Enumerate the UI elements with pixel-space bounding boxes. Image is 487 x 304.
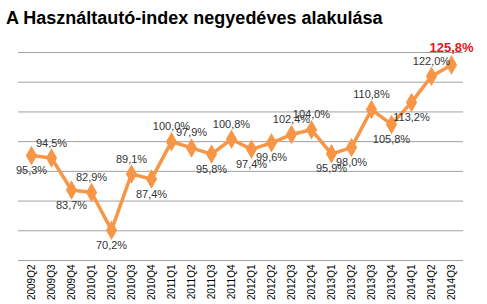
svg-text:2009Q2: 2009Q2 xyxy=(26,264,37,300)
svg-text:99,6%: 99,6% xyxy=(256,151,287,163)
svg-text:110,8%: 110,8% xyxy=(353,88,390,100)
svg-text:83,7%: 83,7% xyxy=(56,199,87,211)
svg-text:2010Q3: 2010Q3 xyxy=(126,264,137,300)
svg-text:95,8%: 95,8% xyxy=(196,163,227,175)
html-text:A Használtautó-index negyedéve: A Használtautó-index negyedéves alakulás… xyxy=(6,8,383,28)
svg-text:97,4%: 97,4% xyxy=(235,157,268,170)
svg-text:102,4%: 102,4% xyxy=(272,113,311,125)
svg-text:2012Q3: 2012Q3 xyxy=(286,264,297,300)
svg-text:2013Q3: 2013Q3 xyxy=(366,264,377,300)
svg-text:2009Q4: 2009Q4 xyxy=(66,264,77,300)
svg-text:2011Q3: 2011Q3 xyxy=(206,264,217,299)
svg-text:2010Q2: 2010Q2 xyxy=(106,264,117,300)
svg-text:2013Q4: 2013Q4 xyxy=(386,264,397,300)
svg-text:2009Q3: 2009Q3 xyxy=(46,264,57,300)
svg-text:82,9%: 82,9% xyxy=(76,171,107,183)
svg-text:2014Q3: 2014Q3 xyxy=(446,264,457,300)
svg-text:104,0%: 104,0% xyxy=(293,108,331,120)
svg-text:2011Q4: 2011Q4 xyxy=(226,264,237,299)
svg-text:122,0%: 122,0% xyxy=(413,55,451,67)
svg-text:113,2%: 113,2% xyxy=(393,111,430,123)
svg-text:94,5%: 94,5% xyxy=(36,137,67,149)
svg-text:95,9%: 95,9% xyxy=(315,162,348,175)
svg-text:97,9%: 97,9% xyxy=(176,126,207,138)
svg-text:125,8%: 125,8% xyxy=(429,40,474,55)
svg-text:105,8%: 105,8% xyxy=(373,133,411,145)
svg-text:2010Q1: 2010Q1 xyxy=(86,264,97,300)
svg-text:98,0%: 98,0% xyxy=(336,156,367,168)
svg-text:100,8%: 100,8% xyxy=(213,118,251,130)
svg-text:2011Q2: 2011Q2 xyxy=(186,264,197,299)
svg-text:95,3%: 95,3% xyxy=(16,164,47,176)
svg-text:2012Q1: 2012Q1 xyxy=(246,264,257,300)
svg-text:100,0%: 100,0% xyxy=(152,120,191,133)
svg-text:87,4%: 87,4% xyxy=(136,188,167,200)
svg-text:2013Q1: 2013Q1 xyxy=(326,264,337,300)
svg-text:2014Q1: 2014Q1 xyxy=(406,264,417,300)
svg-text:70,2%: 70,2% xyxy=(96,239,127,251)
svg-text:2011Q1: 2011Q1 xyxy=(166,264,177,299)
svg-text:2012Q2: 2012Q2 xyxy=(266,264,277,300)
svg-text:2013Q2: 2013Q2 xyxy=(346,264,357,300)
svg-text:89,1%: 89,1% xyxy=(116,153,147,165)
svg-text:2014Q2: 2014Q2 xyxy=(426,264,437,300)
svg-text:2010Q4: 2010Q4 xyxy=(146,264,157,300)
svg-text:2012Q4: 2012Q4 xyxy=(306,264,317,300)
